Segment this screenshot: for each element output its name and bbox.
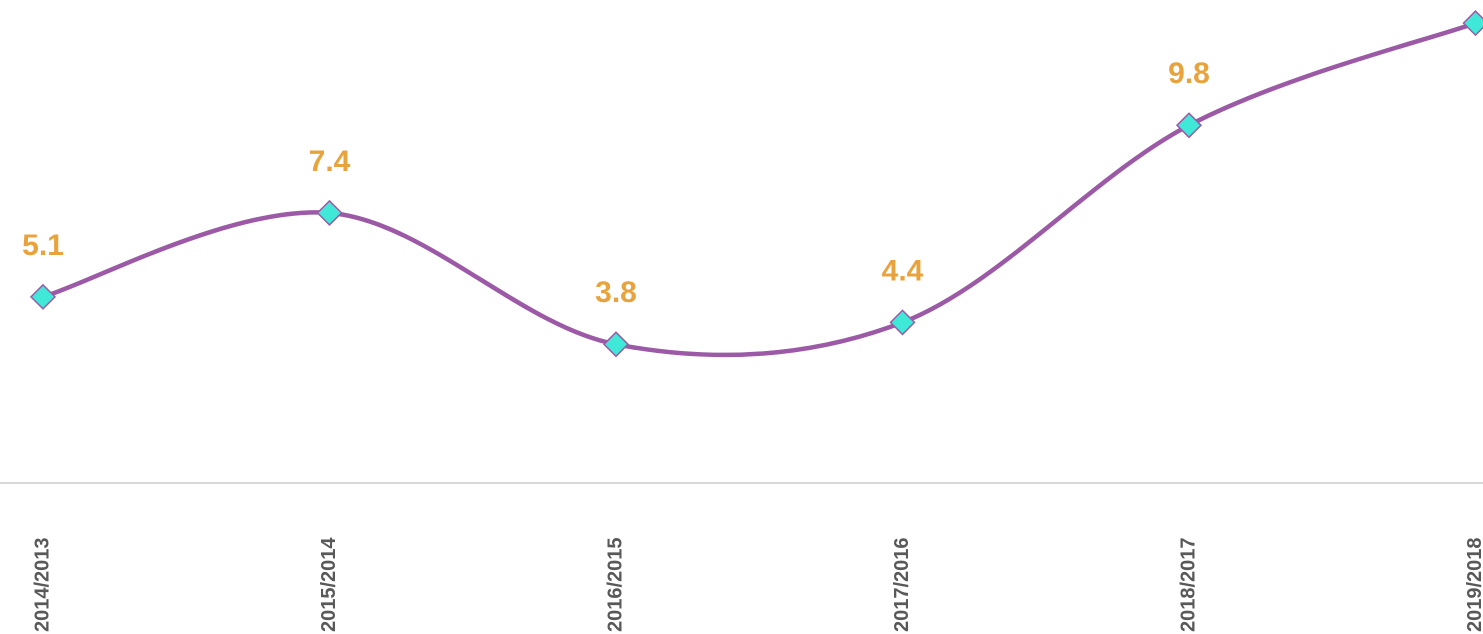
x-tick-label: 2018/2017: [1177, 537, 1199, 632]
value-label: 4.4: [882, 254, 924, 287]
line: [42, 20, 1477, 358]
marker: [29, 283, 57, 310]
x-tick-label: 2017/2016: [891, 537, 913, 632]
value-label: 7.4: [309, 145, 351, 178]
value-label: 9.8: [1168, 57, 1210, 90]
marker: [1175, 112, 1203, 139]
marker: [602, 331, 630, 358]
x-tick-label: 2014/2013: [31, 537, 53, 632]
marker: [889, 309, 916, 336]
value-label: 5.1: [22, 229, 64, 262]
marker: [1462, 10, 1483, 37]
x-tick-label: 2019/2018: [1464, 537, 1483, 632]
x-tick-label: 2016/2015: [604, 537, 626, 632]
value-label: 3.8: [595, 276, 637, 309]
marker: [316, 199, 343, 226]
x-tick-label: 2015/2014: [318, 537, 340, 632]
